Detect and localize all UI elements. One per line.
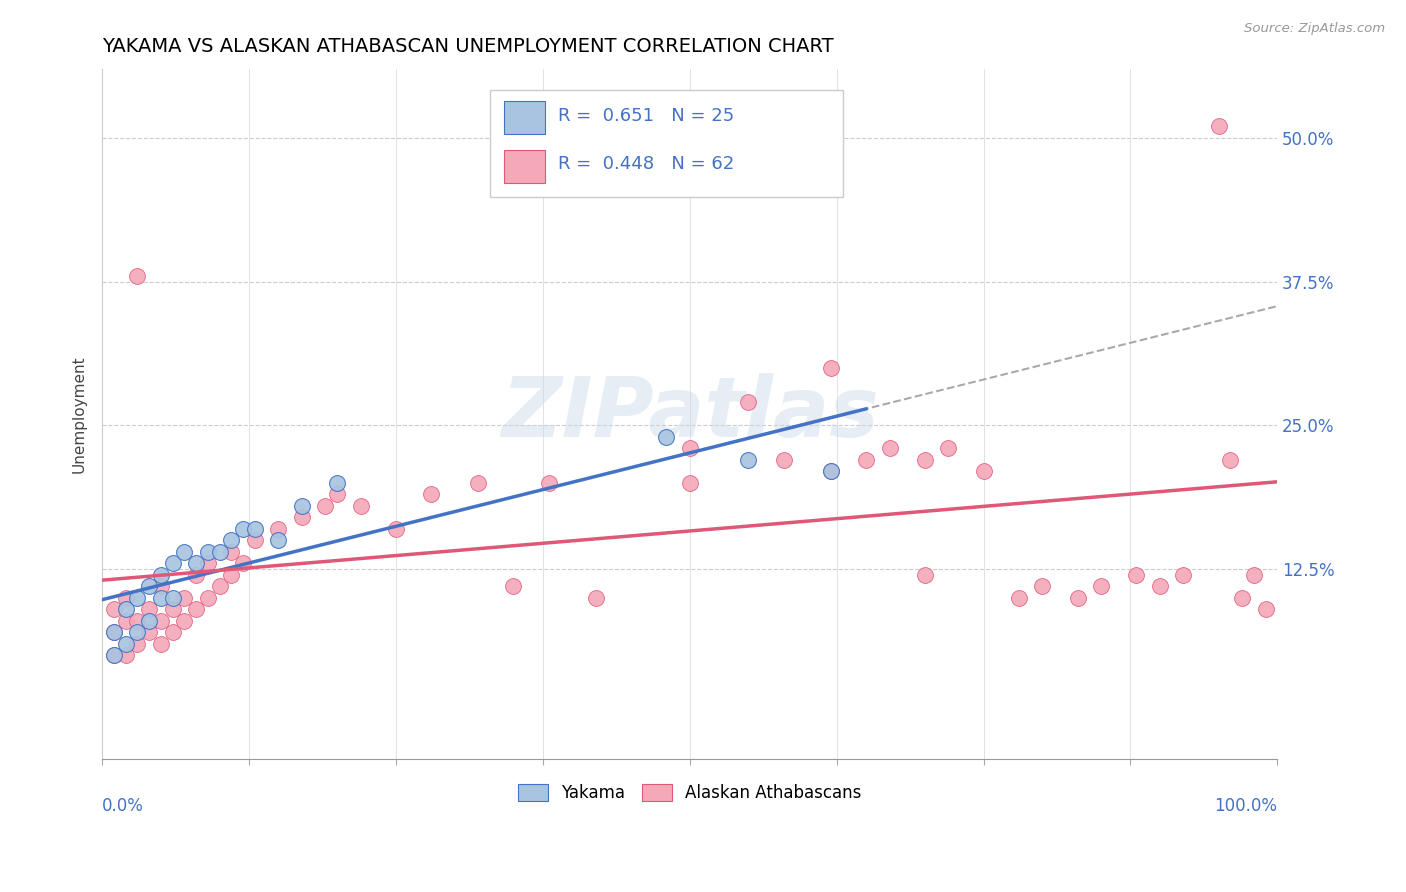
Point <box>127 614 149 628</box>
Point <box>138 579 160 593</box>
Point <box>138 602 160 616</box>
Point <box>737 395 759 409</box>
Point <box>1254 602 1277 616</box>
Point <box>385 522 408 536</box>
Point <box>585 591 607 605</box>
Point <box>138 614 160 628</box>
Point <box>267 533 290 548</box>
Point <box>1008 591 1031 605</box>
Text: 0.0%: 0.0% <box>103 797 143 814</box>
Point <box>855 453 877 467</box>
Point <box>679 442 702 456</box>
Point <box>197 545 219 559</box>
Point <box>197 591 219 605</box>
Point <box>1066 591 1088 605</box>
Point <box>173 591 195 605</box>
Point <box>186 557 208 571</box>
Point <box>291 499 314 513</box>
Point <box>1230 591 1253 605</box>
Point <box>1243 567 1265 582</box>
Point <box>936 442 959 456</box>
Point <box>232 522 254 536</box>
Point <box>127 637 149 651</box>
Point <box>114 637 136 651</box>
Point <box>197 557 219 571</box>
FancyBboxPatch shape <box>505 150 546 183</box>
Point <box>820 360 842 375</box>
Point <box>103 602 125 616</box>
Point <box>820 464 842 478</box>
Point <box>420 487 443 501</box>
Text: R =  0.448   N = 62: R = 0.448 N = 62 <box>558 155 734 173</box>
Point <box>1149 579 1171 593</box>
Point <box>208 579 231 593</box>
Point <box>127 268 149 283</box>
Point <box>772 453 794 467</box>
Text: R =  0.651   N = 25: R = 0.651 N = 25 <box>558 107 734 125</box>
Point <box>173 545 195 559</box>
Point <box>103 625 125 640</box>
Point <box>149 637 172 651</box>
Point <box>243 522 266 536</box>
Point <box>679 475 702 490</box>
Point <box>914 567 936 582</box>
Point <box>537 475 560 490</box>
Point <box>467 475 489 490</box>
Point <box>162 591 184 605</box>
Y-axis label: Unemployment: Unemployment <box>72 355 86 473</box>
Point <box>1219 453 1241 467</box>
Point <box>162 625 184 640</box>
Point <box>186 567 208 582</box>
Point <box>114 602 136 616</box>
Point <box>326 487 349 501</box>
Point <box>914 453 936 467</box>
Point <box>1031 579 1053 593</box>
FancyBboxPatch shape <box>505 102 546 135</box>
Point <box>149 614 172 628</box>
Text: ZIPatlas: ZIPatlas <box>501 374 879 454</box>
Point <box>127 591 149 605</box>
Point <box>502 579 524 593</box>
Point <box>114 648 136 663</box>
Point <box>103 625 125 640</box>
Point <box>737 453 759 467</box>
Point <box>103 648 125 663</box>
Point <box>291 510 314 524</box>
FancyBboxPatch shape <box>489 90 842 196</box>
Point <box>267 522 290 536</box>
Point <box>1090 579 1112 593</box>
Point <box>1208 120 1230 134</box>
Legend: Yakama, Alaskan Athabascans: Yakama, Alaskan Athabascans <box>512 778 869 809</box>
Point <box>173 614 195 628</box>
Point <box>973 464 995 478</box>
Point <box>127 625 149 640</box>
Point <box>208 545 231 559</box>
Point <box>114 591 136 605</box>
Point <box>221 545 243 559</box>
Point <box>221 533 243 548</box>
Point <box>350 499 373 513</box>
Point <box>162 557 184 571</box>
Point <box>326 475 349 490</box>
Point <box>138 625 160 640</box>
Text: 100.0%: 100.0% <box>1215 797 1277 814</box>
Text: YAKAMA VS ALASKAN ATHABASCAN UNEMPLOYMENT CORRELATION CHART: YAKAMA VS ALASKAN ATHABASCAN UNEMPLOYMEN… <box>103 37 834 56</box>
Point <box>879 442 901 456</box>
Point <box>221 567 243 582</box>
Point <box>820 464 842 478</box>
Point <box>149 567 172 582</box>
Point <box>103 648 125 663</box>
Text: Source: ZipAtlas.com: Source: ZipAtlas.com <box>1244 22 1385 36</box>
Point <box>1173 567 1195 582</box>
Point <box>1125 567 1147 582</box>
Point <box>243 533 266 548</box>
Point <box>114 614 136 628</box>
Point <box>655 430 678 444</box>
Point <box>149 579 172 593</box>
Point <box>186 602 208 616</box>
Point <box>162 602 184 616</box>
Point <box>314 499 336 513</box>
Point <box>149 591 172 605</box>
Point <box>232 557 254 571</box>
